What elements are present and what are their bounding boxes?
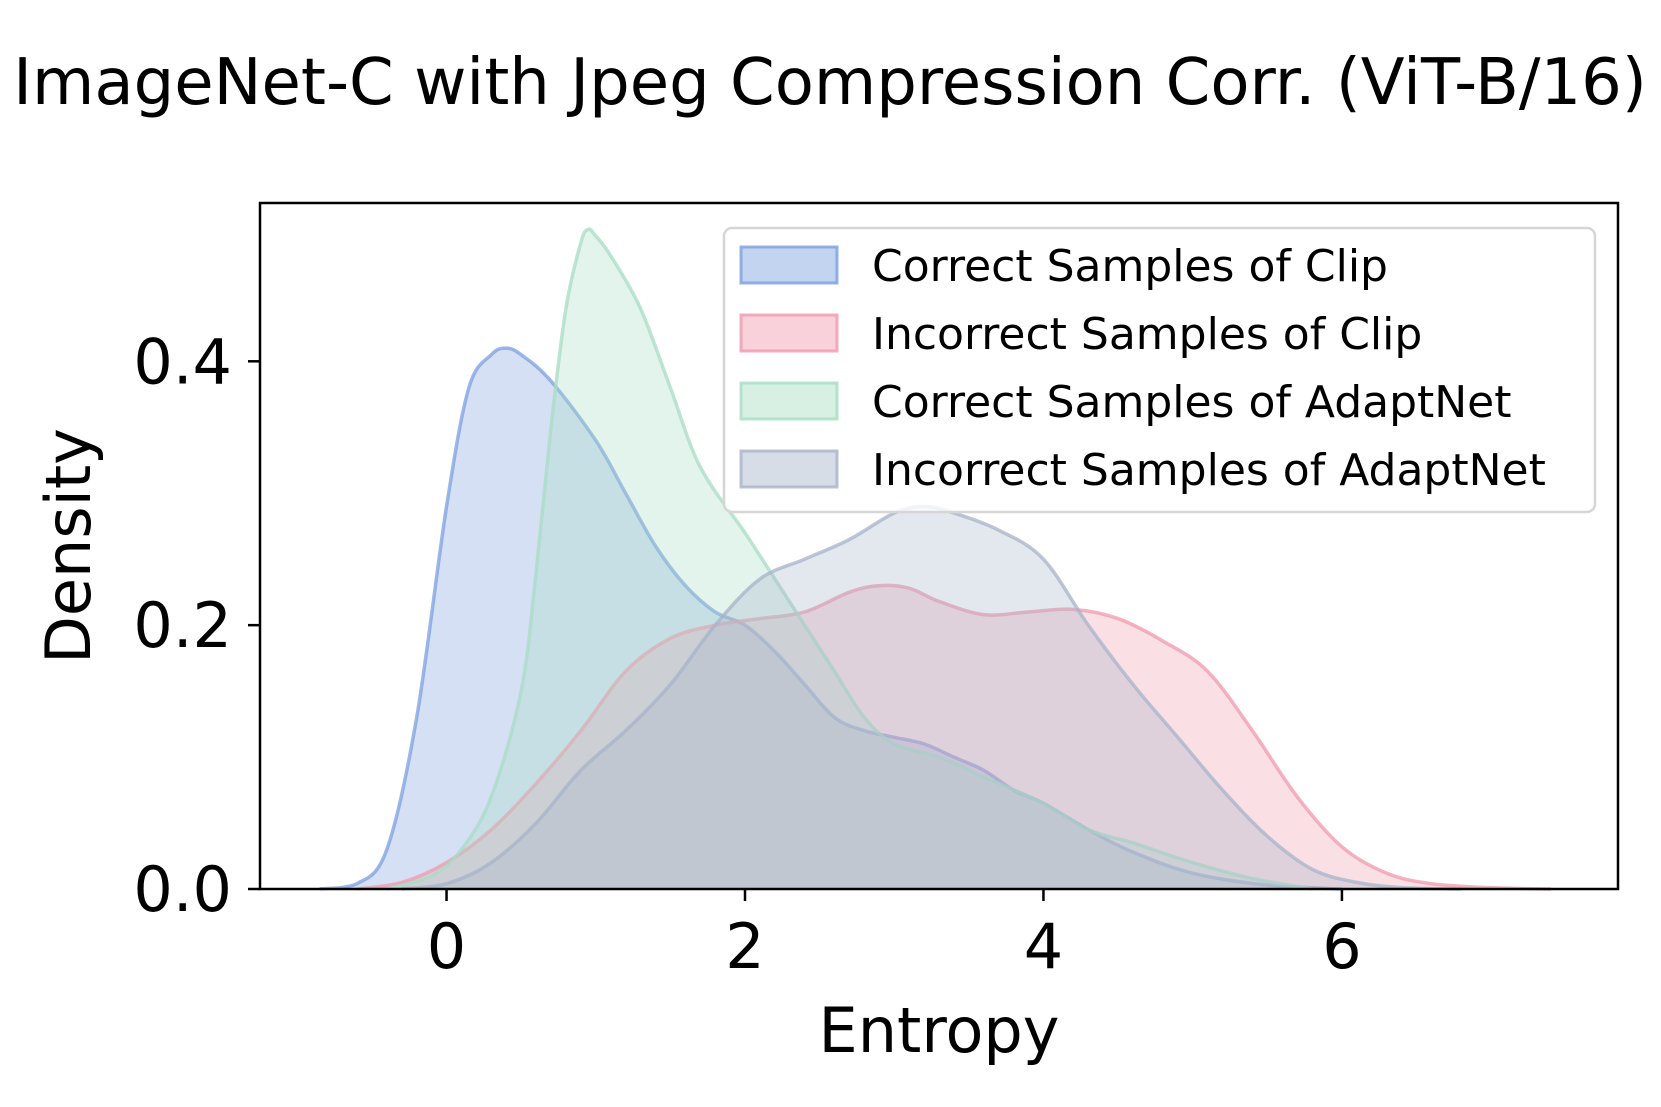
x-tick-label: 4 [1024,910,1063,983]
legend: Correct Samples of Clip Incorrect Samples… [722,226,1597,514]
y-tick-label: 0.0 [133,853,232,926]
x-tick-label: 0 [427,910,466,983]
legend-swatch [739,313,839,353]
legend-label: Incorrect Samples of AdaptNet [872,445,1546,496]
legend-box [722,226,1597,514]
x-axis-label: Entropy [819,994,1060,1067]
x-tick-label: 6 [1322,910,1361,983]
chart-title: ImageNet-C with Jpeg Compression Corr. (… [13,46,1647,120]
series-4-area [401,506,1462,889]
legend-swatch [739,449,839,489]
y-tick-label: 0.4 [133,325,232,398]
plot-frame [258,201,1620,891]
series-3 [386,227,1313,891]
legend-label: Correct Samples of Clip [872,241,1388,292]
series-2-line [356,583,1551,891]
legend-swatch [739,245,839,285]
legend-label: Correct Samples of AdaptNet [872,377,1512,428]
legend-label: Incorrect Samples of Clip [872,309,1422,360]
x-axis-ticks: 0 2 4 6 [427,889,1362,983]
legend-swatch [739,381,839,421]
series-3-line [386,227,1313,891]
x-tick-label: 2 [725,910,764,983]
y-axis-ticks: 0.0 0.2 0.4 [133,325,260,926]
series-3-area [386,229,1313,889]
series-1-area [319,348,1342,889]
series-2 [356,583,1551,891]
y-tick-label: 0.2 [133,589,232,662]
series-2-area [357,585,1551,889]
y-axis-label: Density [32,428,105,664]
series-layer [319,227,1551,891]
